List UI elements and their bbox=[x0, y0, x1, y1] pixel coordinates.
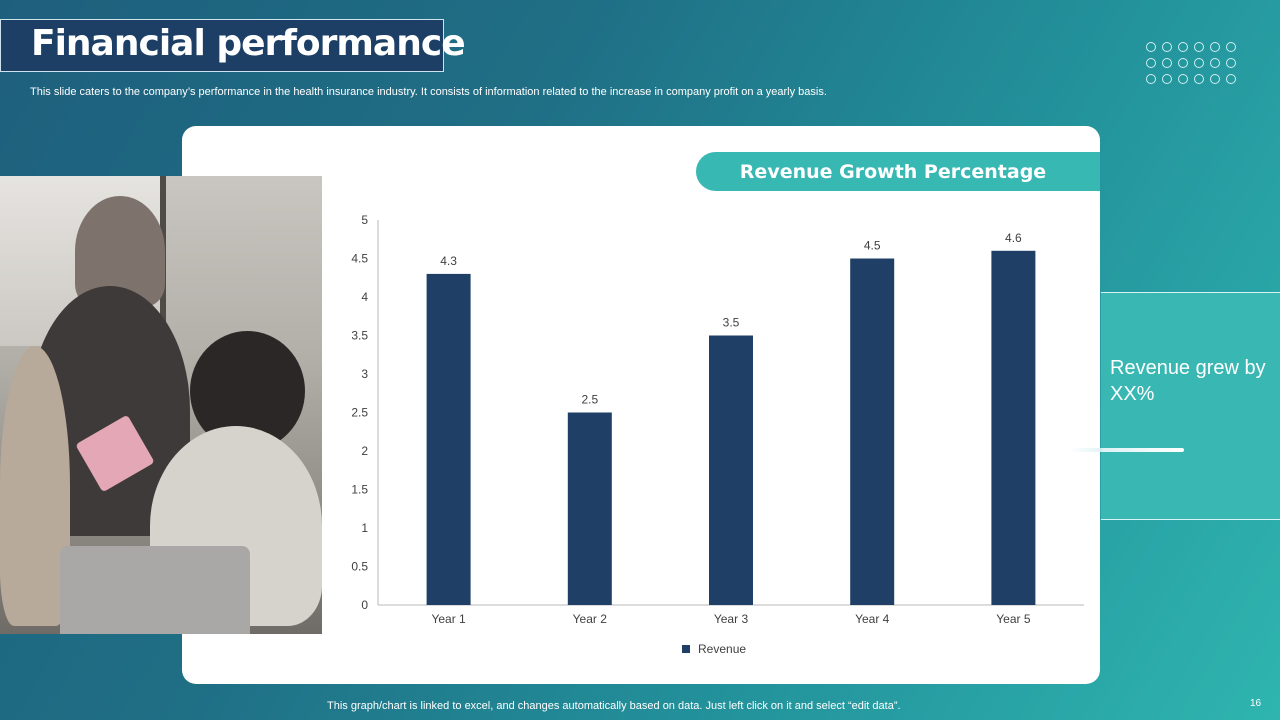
y-tick-label: 1.5 bbox=[351, 483, 368, 497]
y-tick-label: 2 bbox=[361, 444, 368, 458]
dot-icon bbox=[1162, 74, 1172, 84]
dot-icon bbox=[1178, 74, 1188, 84]
revenue-bar-chart[interactable]: 0 0.5 1 1.5 2 2.5 3 3.5 4 4.5 5 4.3 Year 1 2.5 Year 2 3… bbox=[182, 126, 1100, 684]
x-tick-label: Year 2 bbox=[573, 612, 608, 626]
team-photo bbox=[0, 176, 322, 634]
decorative-line bbox=[1070, 448, 1184, 452]
bar bbox=[991, 250, 1036, 606]
y-tick-label: 5 bbox=[361, 213, 368, 227]
data-label: 2.5 bbox=[581, 393, 598, 407]
y-tick-label: 4 bbox=[361, 290, 368, 304]
page-subtitle: This slide caters to the company’s perfo… bbox=[30, 86, 827, 98]
dot-icon bbox=[1226, 74, 1236, 84]
y-tick-label: 3.5 bbox=[351, 329, 368, 343]
legend-swatch bbox=[682, 645, 690, 653]
y-tick-label: 1 bbox=[361, 521, 368, 535]
dot-icon bbox=[1178, 42, 1188, 52]
page-number: 16 bbox=[1250, 698, 1262, 709]
x-tick-label: Year 4 bbox=[855, 612, 890, 626]
side-note-panel: Revenue grew by XX% bbox=[1101, 292, 1280, 520]
y-tick-label: 0 bbox=[361, 598, 368, 612]
y-tick-label: 3 bbox=[361, 367, 368, 381]
laptop bbox=[60, 546, 250, 634]
y-tick-label: 2.5 bbox=[351, 406, 368, 420]
footer-note: This graph/chart is linked to excel, and… bbox=[327, 700, 901, 712]
dot-icon bbox=[1146, 42, 1156, 52]
data-label: 4.6 bbox=[1005, 231, 1022, 245]
y-tick-label: 0.5 bbox=[351, 560, 368, 574]
title-box: Financial performance bbox=[0, 19, 466, 72]
chart-card: 0 0.5 1 1.5 2 2.5 3 3.5 4 4.5 5 4.3 Year 1 2.5 Year 2 3… bbox=[182, 126, 1100, 684]
data-label: 4.3 bbox=[440, 254, 457, 268]
dot-icon bbox=[1210, 58, 1220, 68]
bar bbox=[850, 258, 895, 605]
dot-icon bbox=[1226, 58, 1236, 68]
x-tick-label: Year 1 bbox=[431, 612, 466, 626]
decorative-dot-grid bbox=[1146, 42, 1242, 86]
dot-icon bbox=[1162, 58, 1172, 68]
dot-icon bbox=[1210, 74, 1220, 84]
dot-icon bbox=[1194, 58, 1204, 68]
data-label: 4.5 bbox=[864, 239, 881, 253]
dot-icon bbox=[1194, 42, 1204, 52]
bar bbox=[567, 412, 612, 605]
dot-icon bbox=[1178, 58, 1188, 68]
dot-icon bbox=[1146, 74, 1156, 84]
y-tick-label: 4.5 bbox=[351, 252, 368, 266]
dot-icon bbox=[1226, 42, 1236, 52]
dot-icon bbox=[1210, 42, 1220, 52]
bar bbox=[426, 273, 471, 605]
chart-heading: Revenue Growth Percentage bbox=[696, 152, 1100, 191]
side-note-text: Revenue grew by XX% bbox=[1110, 357, 1266, 405]
dot-icon bbox=[1146, 58, 1156, 68]
x-tick-label: Year 3 bbox=[714, 612, 749, 626]
page-title: Financial performance bbox=[31, 23, 466, 64]
x-tick-label: Year 5 bbox=[996, 612, 1031, 626]
photo-person bbox=[0, 346, 70, 626]
legend-label: Revenue bbox=[698, 642, 746, 656]
dot-icon bbox=[1162, 42, 1172, 52]
dot-icon bbox=[1194, 74, 1204, 84]
data-label: 3.5 bbox=[723, 316, 740, 330]
bar bbox=[709, 335, 753, 605]
